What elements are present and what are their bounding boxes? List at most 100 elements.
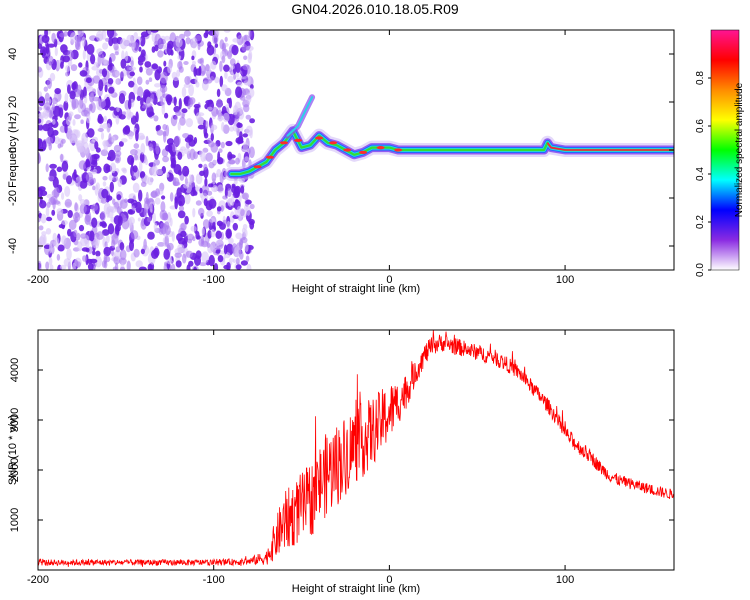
noise-speckle: [140, 171, 146, 178]
noise-speckle: [74, 114, 81, 120]
noise-speckle: [64, 198, 73, 208]
noise-speckle: [210, 132, 214, 142]
noise-speckle: [230, 64, 235, 70]
noise-speckle: [239, 251, 244, 260]
top-x-tick-label: -100: [203, 274, 225, 286]
noise-speckle: [38, 124, 44, 131]
noise-speckle: [167, 63, 173, 74]
noise-speckle: [86, 85, 94, 92]
noise-speckle: [119, 71, 125, 78]
noise-speckle: [195, 230, 200, 240]
noise-speckle: [192, 191, 198, 196]
noise-speckle: [113, 255, 120, 265]
noise-speckle: [103, 246, 111, 257]
noise-speckle: [61, 235, 67, 245]
noise-speckle: [216, 157, 224, 165]
noise-speckle: [54, 237, 60, 248]
noise-speckle: [156, 124, 161, 131]
colorbar-tick-label: 0.4: [695, 167, 706, 181]
noise-speckle: [215, 230, 222, 239]
noise-speckle: [156, 129, 164, 136]
noise-speckle: [47, 43, 55, 48]
noise-speckle: [101, 68, 108, 78]
noise-speckle: [108, 174, 114, 181]
noise-speckle: [130, 115, 137, 125]
noise-speckle: [65, 65, 71, 72]
noise-speckle: [222, 195, 229, 200]
noise-speckle: [119, 242, 125, 251]
noise-speckle: [47, 175, 55, 181]
noise-speckle: [63, 100, 69, 112]
noise-speckle: [144, 158, 149, 166]
noise-speckle: [132, 182, 140, 193]
noise-speckle: [178, 66, 184, 73]
noise-speckle: [84, 214, 91, 225]
noise-speckle: [236, 206, 242, 214]
noise-speckle: [177, 243, 185, 253]
noise-speckle: [188, 139, 196, 147]
noise-speckle: [94, 141, 99, 150]
noise-speckle: [229, 58, 236, 66]
noise-speckle: [100, 211, 106, 222]
noise-speckle: [82, 49, 86, 60]
noise-speckle: [169, 217, 173, 227]
bottom-x-tick-label: -100: [203, 574, 225, 586]
noise-speckle: [46, 43, 50, 55]
noise-speckle: [60, 153, 64, 163]
noise-speckle: [200, 150, 206, 163]
noise-speckle: [242, 192, 249, 200]
noise-speckle: [182, 253, 187, 264]
noise-speckle: [163, 60, 167, 67]
noise-speckle: [235, 62, 241, 73]
noise-speckle: [178, 205, 185, 212]
noise-speckle: [58, 224, 65, 229]
noise-speckle: [192, 207, 196, 218]
noise-speckle: [63, 31, 68, 37]
noise-speckle: [219, 60, 223, 72]
noise-speckle: [147, 231, 155, 240]
noise-speckle: [231, 195, 235, 206]
noise-speckle: [220, 205, 224, 212]
noise-speckle: [122, 111, 127, 116]
noise-speckle: [115, 115, 120, 125]
noise-speckle: [183, 183, 190, 189]
noise-speckle: [81, 36, 86, 47]
noise-speckle: [111, 37, 119, 45]
noise-speckle: [149, 201, 153, 213]
noise-speckle: [45, 136, 54, 144]
noise-speckle: [121, 138, 128, 143]
colorbar-tick-label: 0.0: [695, 263, 706, 277]
noise-speckle: [150, 30, 159, 33]
noise-speckle: [227, 159, 236, 165]
noise-speckle: [66, 248, 72, 261]
noise-speckle: [70, 32, 78, 43]
noise-speckle: [216, 220, 223, 227]
noise-speckle: [128, 111, 134, 118]
noise-speckle: [44, 102, 51, 111]
noise-speckle: [223, 30, 231, 33]
noise-speckle: [52, 118, 56, 125]
noise-speckle: [216, 206, 222, 212]
noise-speckle: [38, 118, 42, 124]
noise-speckle: [235, 232, 243, 240]
noise-speckle: [236, 139, 244, 144]
noise-speckle: [38, 139, 44, 150]
spectrogram-content: [38, 30, 674, 270]
noise-speckle: [206, 242, 211, 248]
noise-speckle: [165, 124, 170, 137]
noise-speckle: [241, 44, 248, 52]
noise-speckle: [101, 229, 110, 236]
noise-speckle: [236, 35, 244, 46]
noise-speckle: [135, 260, 143, 268]
noise-speckle: [177, 210, 186, 219]
figure-labels: GN04.2026.010.18.05.R09: [291, 1, 459, 17]
noise-speckle: [96, 231, 104, 240]
noise-speckle: [38, 112, 47, 118]
noise-speckle: [109, 181, 115, 193]
noise-speckle: [185, 118, 193, 128]
noise-speckle: [73, 229, 78, 238]
top-y-tick-label: -20: [7, 190, 19, 206]
noise-speckle: [38, 152, 41, 164]
noise-speckle: [64, 123, 68, 134]
